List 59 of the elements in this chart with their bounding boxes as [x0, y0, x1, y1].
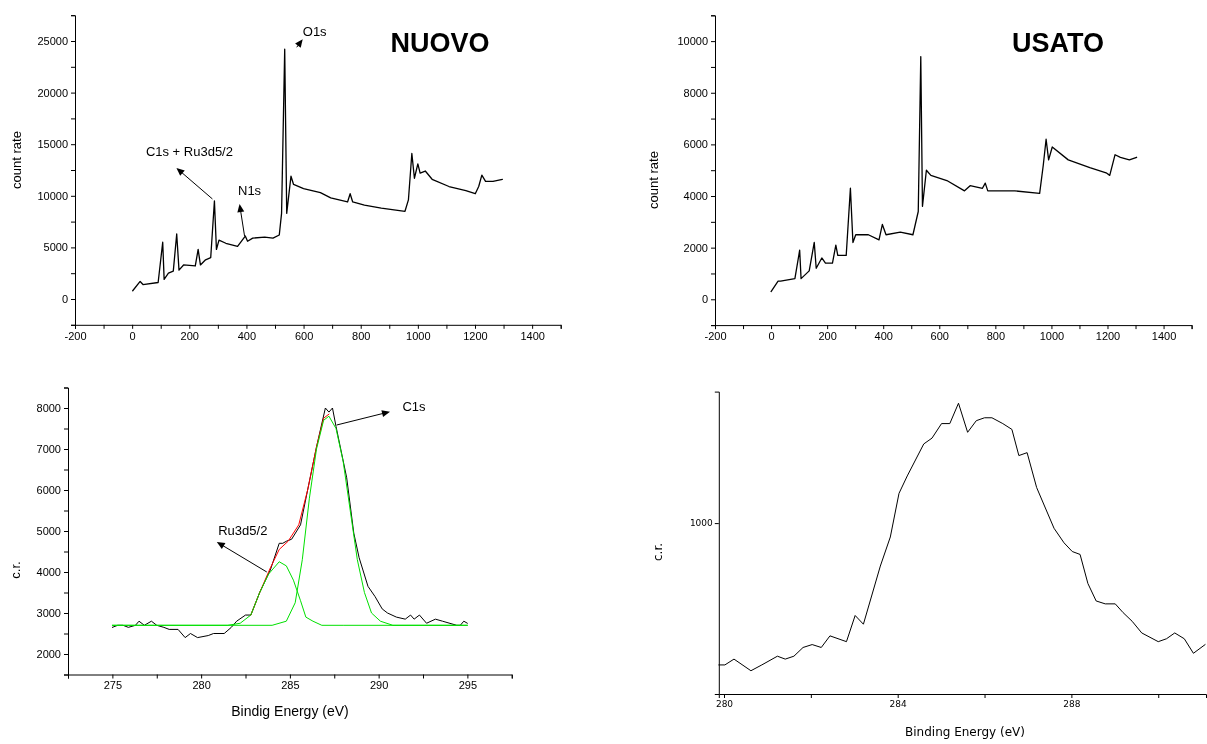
x-tick-label: 1000: [406, 329, 431, 342]
x-tick-label: 200: [818, 329, 837, 342]
y-tick-label: 2000: [36, 648, 61, 661]
x-tick-label: 288: [1063, 699, 1081, 710]
y-tick-label: 0: [61, 293, 68, 306]
y-axis-title: count rate: [646, 151, 662, 209]
y-tick-label: 8000: [683, 86, 708, 99]
x-tick-label: 0: [768, 329, 775, 342]
text: USATO: [1011, 28, 1105, 59]
y-tick-label: 5000: [43, 241, 68, 254]
y-tick-label: 10000: [37, 189, 68, 202]
x-tick-label: -200: [704, 329, 727, 342]
y-axis-title: c.r.: [650, 542, 665, 562]
y-axis-title: count rate: [9, 131, 25, 189]
y-tick-label: 0: [701, 293, 708, 306]
x-tick-label: 295: [458, 679, 478, 692]
x-tick-label: 1400: [1151, 329, 1177, 342]
y-tick-label: 3000: [36, 607, 61, 620]
y-tick-label: 2000: [683, 241, 708, 254]
y-tick-label: 15000: [37, 138, 68, 151]
x-tick-label: 1400: [520, 329, 545, 342]
x-tick-label: 600: [294, 329, 314, 342]
text: NUOVO: [390, 28, 490, 59]
text: 1000: [689, 518, 714, 529]
x-tick-label: 400: [237, 329, 257, 342]
y-tick-label: 7000: [36, 443, 61, 456]
x-axis-title: Bindig Energy (eV): [231, 703, 349, 719]
x-tick-label: 275: [103, 679, 123, 692]
x-tick-label: 200: [180, 329, 199, 342]
y-tick-label: 25000: [37, 35, 68, 48]
x-tick-label: 1200: [1095, 329, 1121, 342]
x-tick-label: 1200: [463, 329, 488, 342]
annotation: C1s: [402, 399, 427, 415]
x-tick-label: 400: [874, 329, 893, 342]
y-tick-label: 6000: [683, 138, 708, 151]
annotation: N1s: [238, 182, 262, 198]
y-tick-label: 20000: [37, 86, 68, 99]
y-tick-label: 6000: [36, 484, 61, 497]
x-tick-label: 290: [369, 679, 389, 692]
x-tick-label: -200: [64, 329, 87, 342]
y-tick-label: 10000: [677, 35, 708, 48]
x-tick-label: 280: [192, 679, 211, 692]
annotation: Ru3d5/2: [218, 523, 268, 539]
x-tick-label: 285: [281, 679, 300, 692]
annotation: O1s: [302, 23, 328, 39]
x-tick-label: 280: [715, 699, 734, 710]
x-axis-title: Binding Energy (eV): [905, 725, 1025, 739]
y-tick-label: 4000: [683, 190, 708, 203]
y-axis-title: c.r.: [8, 561, 24, 579]
x-tick-label: 600: [930, 329, 949, 342]
x-tick-label: 284: [889, 699, 908, 710]
y-tick-label: 4000: [36, 566, 61, 579]
y-tick-label: 8000: [36, 402, 61, 415]
x-tick-label: 0: [129, 329, 136, 342]
y-tick-label: 5000: [36, 525, 61, 538]
x-tick-label: 800: [986, 329, 1006, 342]
x-tick-label: 1000: [1039, 329, 1065, 342]
annotation: C1s + Ru3d5/2: [145, 144, 233, 160]
x-tick-label: 800: [352, 329, 371, 342]
